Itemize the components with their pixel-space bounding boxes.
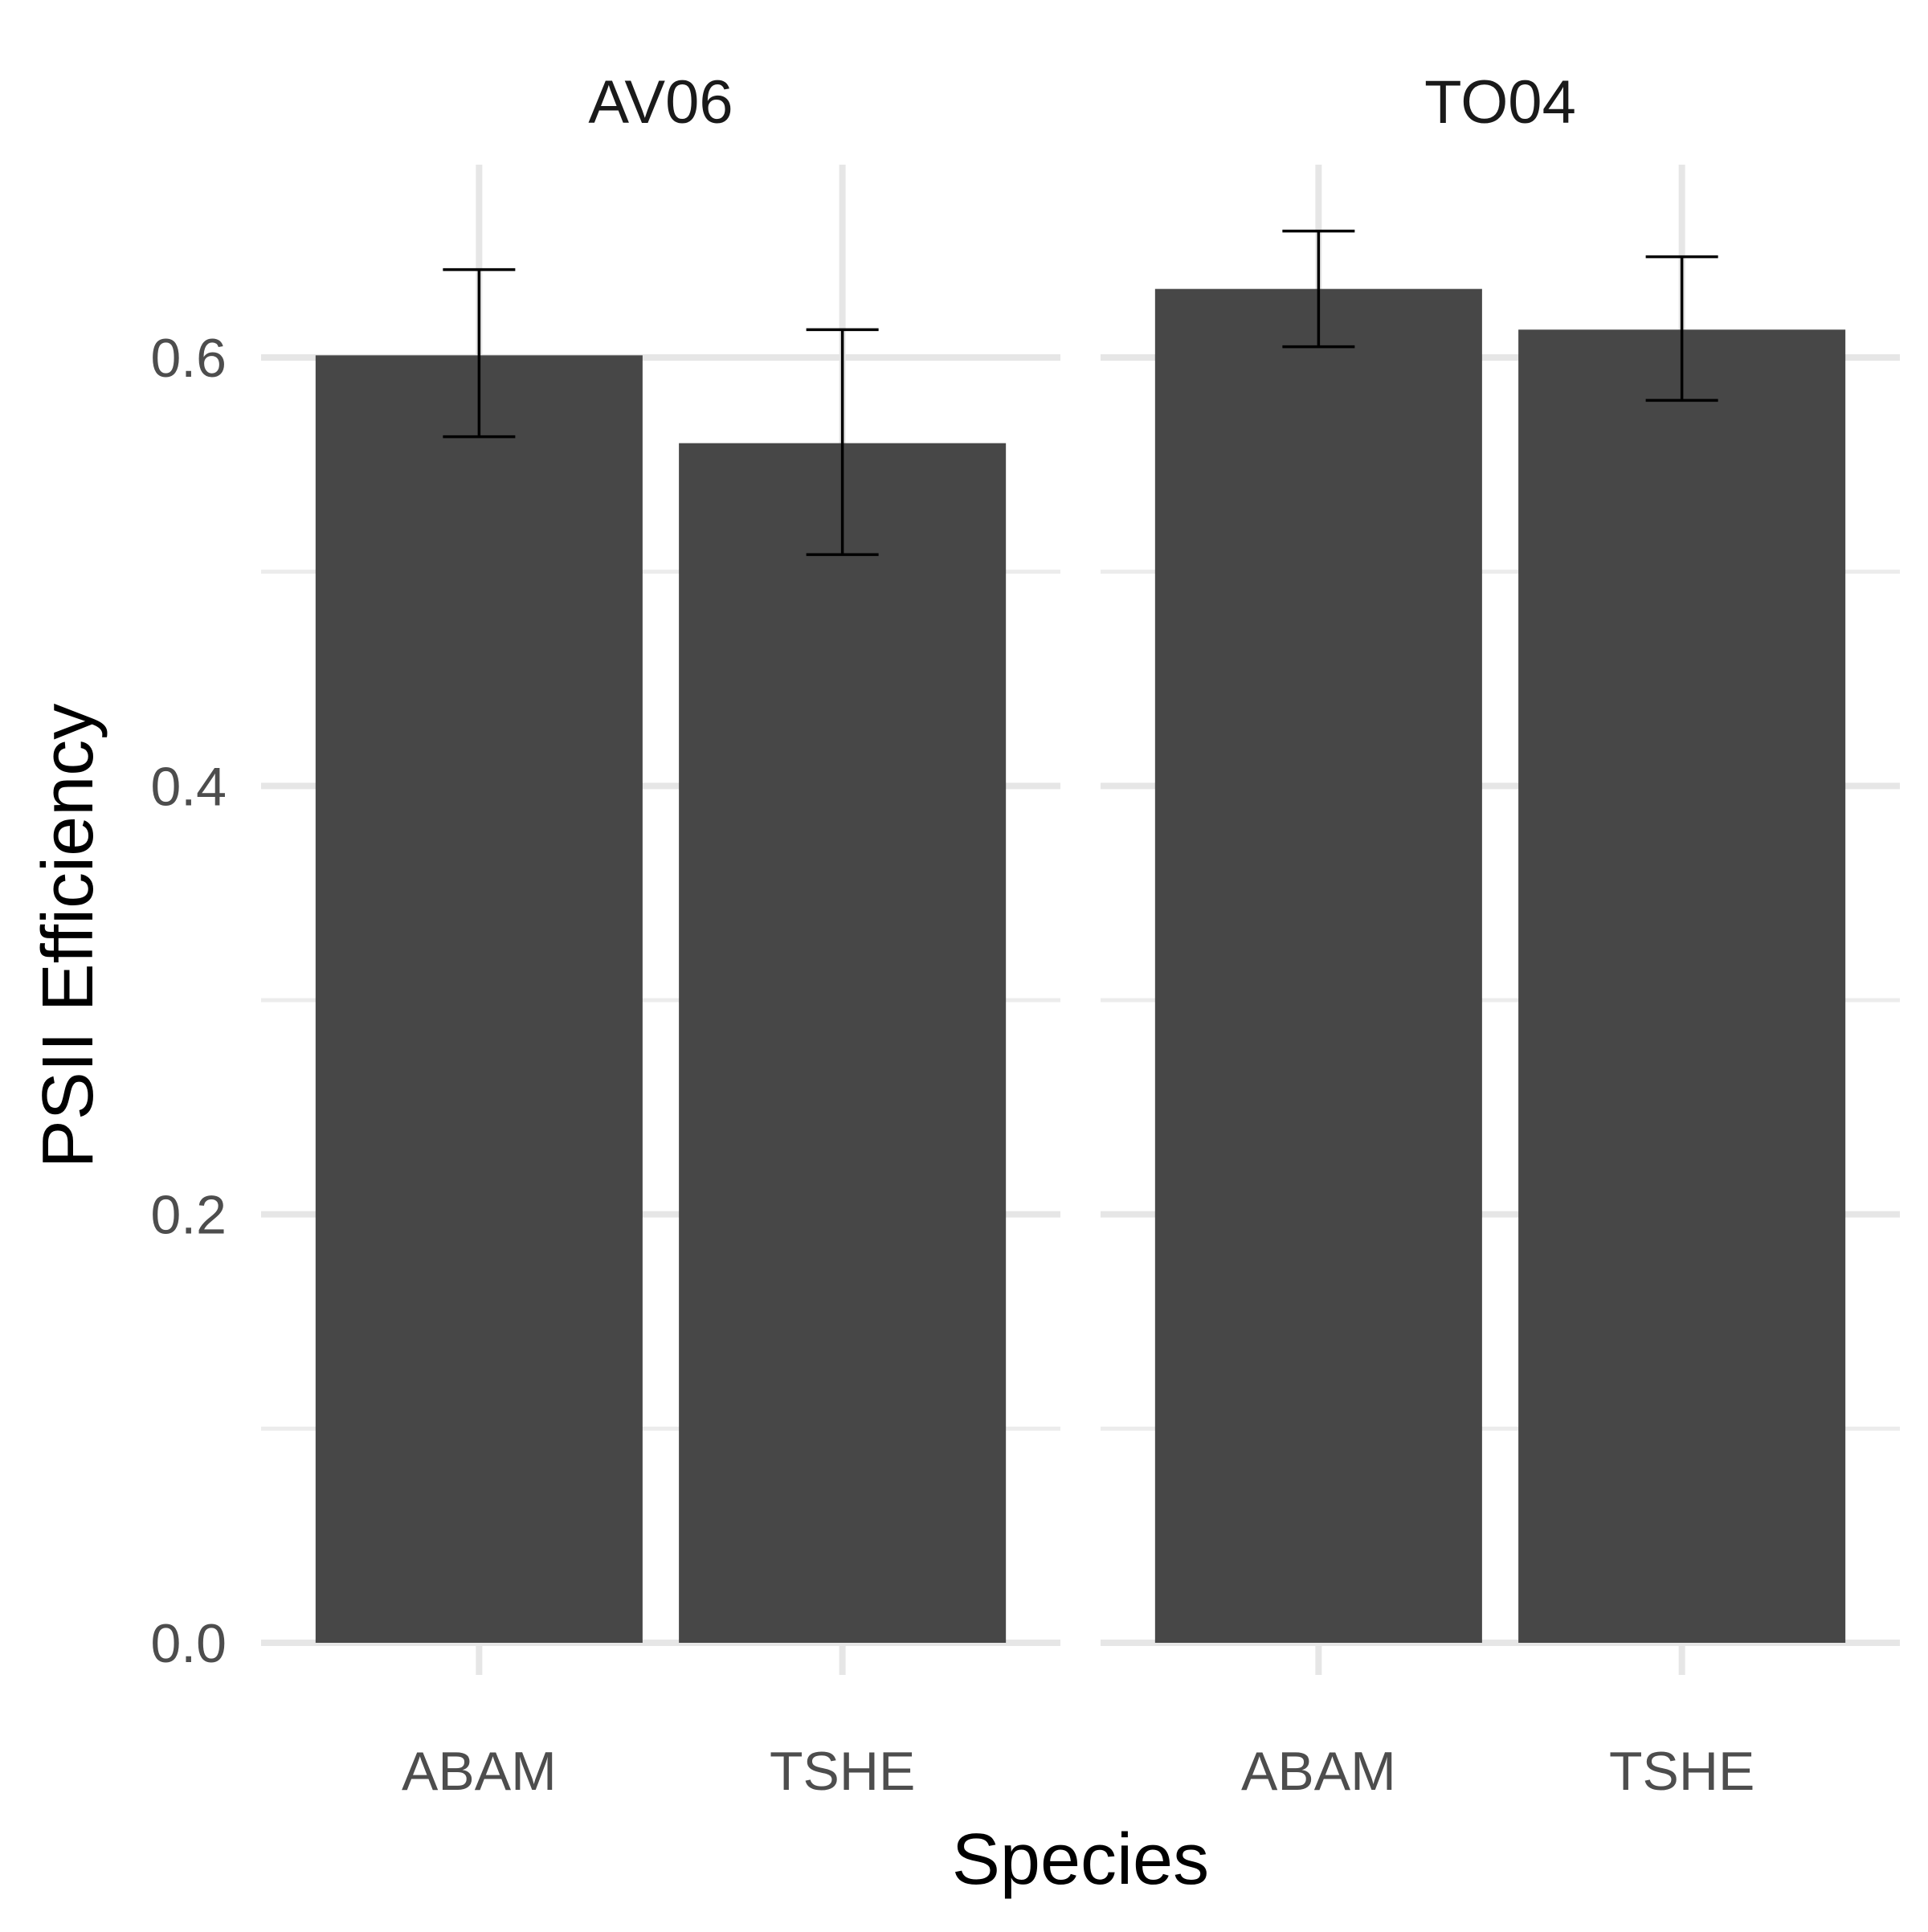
error-bar-to04-tshe: [1645, 255, 1718, 402]
bar-to04-abam: [1154, 288, 1482, 1644]
facet-label: TO04: [1424, 68, 1576, 137]
label-layer: ABAM TSHE AV06 ABAM TSHE TO04 0.0 0.2 0.4 0.6: [150, 68, 1754, 1802]
x-tick-label: TSHE: [770, 1741, 915, 1802]
error-bar-av06-tshe: [806, 328, 879, 557]
x-tick-label: ABAM: [402, 1741, 557, 1802]
facet-label: AV06: [588, 68, 733, 137]
bar-av06-tshe: [679, 443, 1007, 1643]
y-axis-title: PSII Efficiency: [28, 704, 108, 1169]
error-bar-to04-abam: [1282, 229, 1355, 349]
y-tick-label: 0.2: [150, 1185, 227, 1246]
x-axis-title: Species: [952, 1820, 1209, 1900]
y-tick-label: 0.6: [150, 328, 227, 389]
bar-av06-abam: [315, 355, 643, 1643]
error-bar-av06-abam: [443, 268, 516, 439]
bar-layer: [315, 288, 1846, 1644]
x-tick-label: TSHE: [1609, 1741, 1754, 1802]
y-tick-label: 0.0: [150, 1613, 227, 1674]
error-bar-layer: [443, 229, 1718, 557]
y-tick-label: 0.4: [150, 756, 227, 817]
bar-to04-tshe: [1518, 329, 1846, 1643]
x-tick-label: ABAM: [1241, 1741, 1396, 1802]
